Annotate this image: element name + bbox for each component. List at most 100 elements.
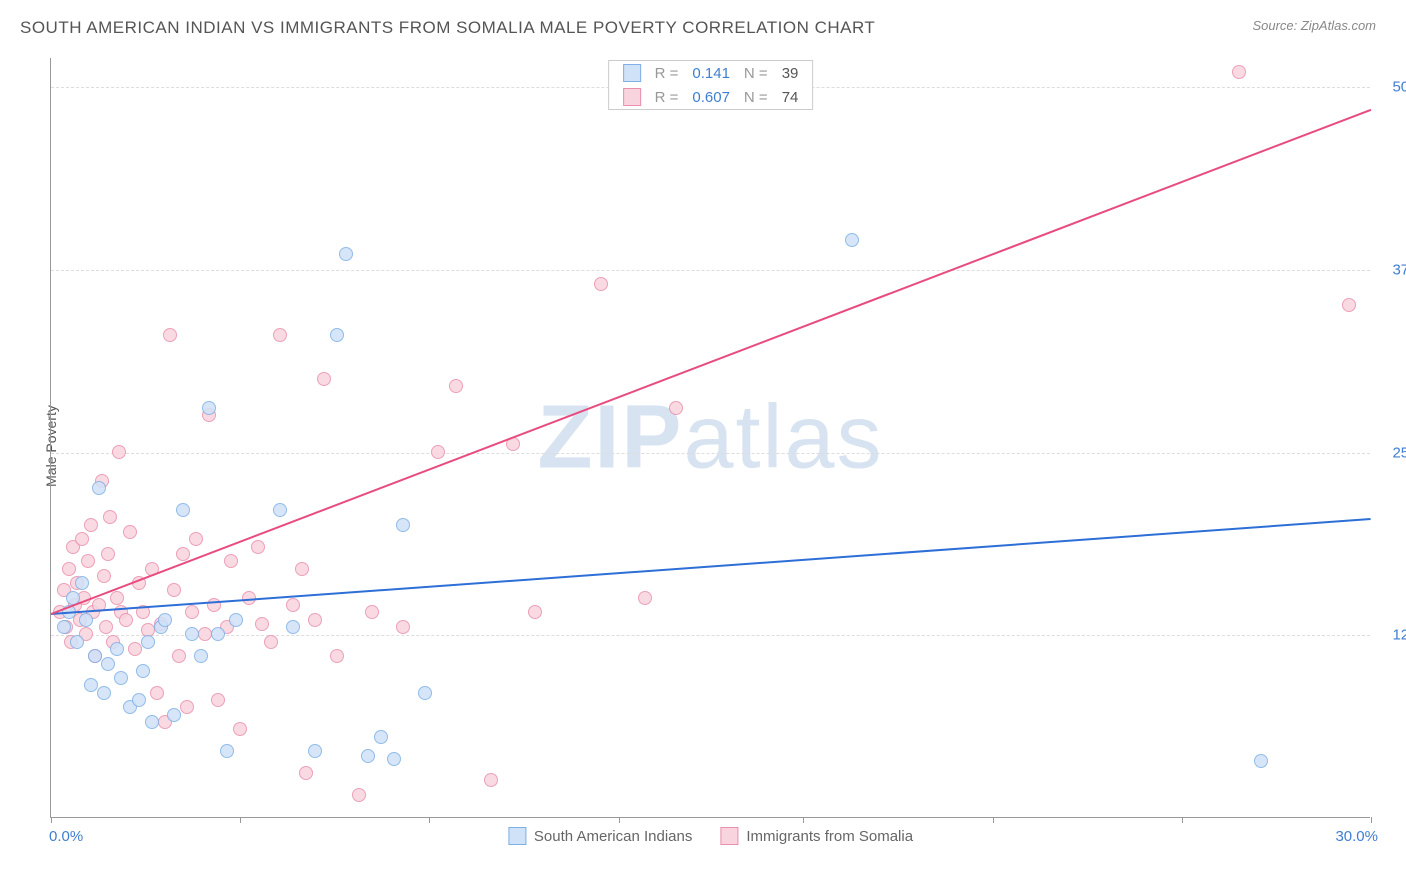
data-point — [185, 605, 199, 619]
data-point — [141, 635, 155, 649]
trendline-pink — [51, 109, 1372, 615]
x-tick — [803, 817, 804, 823]
n-value: 74 — [782, 89, 799, 106]
legend-swatch-pink — [623, 88, 641, 106]
legend-swatch-pink — [720, 827, 738, 845]
data-point — [387, 752, 401, 766]
y-tick-label: 50.0% — [1392, 79, 1406, 96]
grid-line — [51, 270, 1370, 271]
watermark-bold: ZIP — [537, 387, 683, 487]
data-point — [167, 583, 181, 597]
legend-item-blue: South American Indians — [508, 827, 692, 845]
watermark: ZIPatlas — [537, 386, 883, 489]
r-label: R = — [655, 65, 679, 82]
r-value: 0.141 — [692, 65, 730, 82]
n-label: N = — [744, 65, 768, 82]
x-origin-label: 0.0% — [49, 828, 83, 845]
x-tick — [619, 817, 620, 823]
grid-line — [51, 453, 1370, 454]
data-point — [92, 481, 106, 495]
data-point — [1254, 754, 1268, 768]
data-point — [220, 744, 234, 758]
data-point — [112, 445, 126, 459]
watermark-rest: atlas — [683, 387, 883, 487]
data-point — [286, 598, 300, 612]
data-point — [264, 635, 278, 649]
data-point — [339, 247, 353, 261]
data-point — [224, 554, 238, 568]
data-point — [352, 788, 366, 802]
data-point — [75, 532, 89, 546]
y-tick-label: 25.0% — [1392, 444, 1406, 461]
legend-item-pink: Immigrants from Somalia — [720, 827, 913, 845]
x-max-label: 30.0% — [1335, 828, 1378, 845]
data-point — [211, 627, 225, 641]
data-point — [396, 620, 410, 634]
data-point — [189, 532, 203, 546]
data-point — [273, 328, 287, 342]
data-point — [286, 620, 300, 634]
header: SOUTH AMERICAN INDIAN VS IMMIGRANTS FROM… — [0, 0, 1406, 48]
legend-label: Immigrants from Somalia — [746, 828, 913, 845]
grid-line — [51, 635, 1370, 636]
legend-swatch-blue — [623, 64, 641, 82]
data-point — [180, 700, 194, 714]
x-tick — [1182, 817, 1183, 823]
chart-title: SOUTH AMERICAN INDIAN VS IMMIGRANTS FROM… — [20, 18, 875, 38]
data-point — [103, 510, 117, 524]
data-point — [119, 613, 133, 627]
data-point — [150, 686, 164, 700]
data-point — [273, 503, 287, 517]
data-point — [1342, 298, 1356, 312]
n-label: N = — [744, 89, 768, 106]
data-point — [81, 554, 95, 568]
x-tick — [429, 817, 430, 823]
legend-label: South American Indians — [534, 828, 692, 845]
data-point — [233, 722, 247, 736]
data-point — [114, 671, 128, 685]
data-point — [62, 562, 76, 576]
data-point — [132, 693, 146, 707]
data-point — [449, 379, 463, 393]
y-tick-label: 12.5% — [1392, 627, 1406, 644]
correlation-legend: R = 0.141 N = 39 R = 0.607 N = 74 — [608, 60, 814, 110]
data-point — [317, 372, 331, 386]
data-point — [638, 591, 652, 605]
data-point — [255, 617, 269, 631]
data-point — [79, 613, 93, 627]
n-value: 39 — [782, 65, 799, 82]
data-point — [528, 605, 542, 619]
data-point — [101, 657, 115, 671]
data-point — [158, 613, 172, 627]
data-point — [136, 664, 150, 678]
data-point — [484, 773, 498, 787]
data-point — [361, 749, 375, 763]
y-tick-label: 37.5% — [1392, 261, 1406, 278]
data-point — [123, 525, 137, 539]
data-point — [163, 328, 177, 342]
correlation-legend-row: R = 0.141 N = 39 — [609, 61, 813, 85]
data-point — [84, 518, 98, 532]
series-legend: South American Indians Immigrants from So… — [508, 827, 913, 845]
data-point — [308, 613, 322, 627]
data-point — [57, 620, 71, 634]
data-point — [202, 401, 216, 415]
r-label: R = — [655, 89, 679, 106]
data-point — [251, 540, 265, 554]
r-value: 0.607 — [692, 89, 730, 106]
x-tick — [240, 817, 241, 823]
data-point — [97, 686, 111, 700]
data-point — [1232, 65, 1246, 79]
data-point — [330, 328, 344, 342]
data-point — [198, 627, 212, 641]
data-point — [374, 730, 388, 744]
data-point — [88, 649, 102, 663]
data-point — [299, 766, 313, 780]
data-point — [845, 233, 859, 247]
data-point — [75, 576, 89, 590]
data-point — [128, 642, 142, 656]
legend-swatch-blue — [508, 827, 526, 845]
data-point — [167, 708, 181, 722]
data-point — [101, 547, 115, 561]
data-point — [97, 569, 111, 583]
